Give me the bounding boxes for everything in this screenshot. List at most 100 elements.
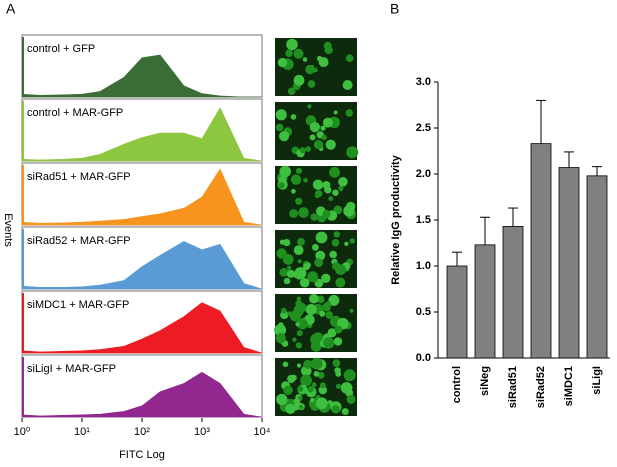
series-label: siLigI + MAR-GFP [27, 363, 116, 375]
cell [283, 277, 291, 285]
cell [335, 277, 346, 288]
cell [344, 241, 349, 246]
cell [295, 322, 300, 327]
cell [283, 239, 291, 247]
panel-label: B [390, 1, 399, 17]
panel-label: A [6, 1, 16, 17]
cell [275, 123, 284, 132]
cell [315, 250, 326, 261]
cell [295, 197, 303, 205]
cell [322, 117, 333, 128]
cell [303, 178, 308, 183]
cell [287, 311, 292, 316]
x-tick-label: siRad51 [507, 366, 519, 408]
cell [275, 333, 286, 344]
cell [299, 147, 306, 154]
cell [313, 139, 324, 150]
histogram-area [21, 241, 263, 290]
cell [305, 304, 317, 315]
cell [313, 332, 324, 343]
cell [335, 383, 342, 389]
x-tick-label: 10¹ [74, 426, 90, 438]
cell [300, 374, 312, 387]
cell [309, 293, 319, 304]
cell [343, 205, 355, 217]
cell [282, 254, 294, 265]
cell [295, 342, 303, 349]
cell [302, 57, 308, 62]
cell [338, 185, 344, 192]
cell [319, 310, 326, 317]
cell [345, 109, 353, 117]
cell [298, 207, 309, 218]
series-label: siRad51 + MAR-GFP [27, 171, 131, 183]
cell [322, 302, 331, 312]
cell [283, 385, 293, 395]
cell [313, 371, 320, 377]
cell [297, 259, 302, 264]
series-label: siRad52 + MAR-GFP [27, 235, 131, 247]
x-tick-label: 10⁰ [14, 426, 31, 438]
cell [311, 382, 317, 388]
bar [586, 175, 608, 359]
cell [275, 109, 287, 121]
cell [307, 385, 314, 393]
cell [291, 188, 296, 194]
cell [310, 357, 323, 370]
cell [314, 258, 324, 267]
cell [296, 363, 302, 368]
x-tick-label: siNeg [479, 366, 491, 396]
cell [319, 382, 326, 389]
cell [296, 296, 302, 302]
cell [286, 38, 298, 51]
cell [328, 196, 334, 202]
cell [287, 87, 296, 96]
cell [312, 277, 318, 283]
cell [299, 277, 310, 288]
cell [324, 45, 333, 55]
series-label: siMDC1 + MAR-GFP [27, 299, 129, 311]
cell [293, 74, 305, 86]
x-tick-label: siLigI [591, 366, 603, 395]
x-tick-label: siRad52 [535, 366, 547, 408]
cell [332, 189, 339, 196]
cell [342, 80, 353, 90]
cell [291, 374, 297, 381]
cell [321, 273, 331, 283]
cell [317, 371, 325, 379]
cell [349, 308, 354, 313]
y-axis-label: Relative IgG productivity [390, 154, 402, 284]
cell [349, 238, 355, 244]
cell [289, 310, 301, 322]
cell [338, 177, 348, 187]
cell [334, 367, 341, 374]
cell [285, 403, 296, 414]
cell [285, 49, 293, 57]
cell [333, 337, 343, 346]
cell [318, 385, 327, 395]
cell [290, 174, 302, 185]
cell [293, 305, 302, 313]
cell [305, 64, 315, 75]
cell [327, 328, 337, 338]
cell [299, 404, 304, 410]
cell [277, 57, 288, 68]
y-tick-label: 3.0 [416, 76, 431, 88]
cell [325, 139, 336, 150]
cell [310, 340, 322, 352]
cell [315, 397, 328, 410]
cell [290, 114, 297, 120]
cell [323, 337, 335, 349]
cell [314, 193, 320, 199]
cell [279, 165, 292, 178]
cell [298, 395, 303, 400]
y-tick-label: 1.0 [416, 260, 431, 272]
cell [278, 182, 285, 189]
cell [303, 359, 313, 369]
cell [320, 125, 326, 131]
cell [307, 80, 316, 88]
cell [279, 268, 289, 277]
cell [312, 179, 324, 190]
cell [322, 210, 331, 219]
cell [329, 250, 338, 259]
